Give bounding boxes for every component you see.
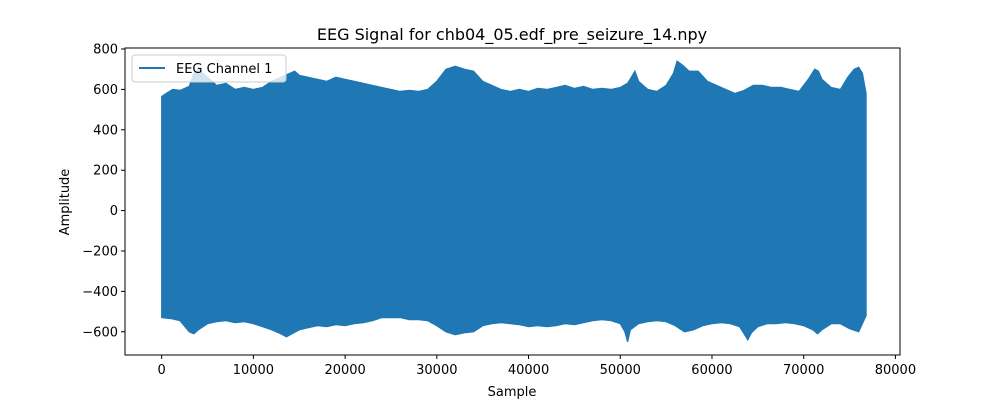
plot-frame	[124, 47, 901, 356]
y-tick-label: 0	[110, 204, 118, 219]
x-tick-label: 10000	[233, 363, 274, 378]
y-tick-label: −200	[82, 244, 118, 259]
x-tick-label: 60000	[691, 363, 732, 378]
x-tick-label: 70000	[783, 363, 824, 378]
x-tick-label: 50000	[600, 363, 641, 378]
x-tick-label: 0	[158, 363, 166, 378]
x-tick-label: 30000	[416, 363, 457, 378]
legend-label: EEG Channel 1	[176, 62, 272, 77]
y-tick-label: 200	[93, 164, 118, 179]
y-tick-label: 600	[93, 83, 118, 98]
y-tick-label: −400	[82, 285, 118, 300]
x-tick-label: 20000	[324, 363, 365, 378]
x-axis-ticks: 0 10000 20000 30000 40000 50000 60000 70000 8000…	[158, 355, 916, 378]
series-signal-band	[161, 60, 867, 343]
chart-title: EEG Signal for chb04_05.edf_pre_seizure_…	[317, 25, 707, 45]
y-axis-ticks: 800 600 400 200 0 −200 −400 −600	[82, 43, 125, 340]
y-tick-label: 800	[93, 43, 118, 58]
y-tick-label: 400	[93, 123, 118, 138]
y-axis-label: Amplitude	[58, 169, 73, 236]
legend: EEG Channel 1	[131, 54, 287, 83]
x-tick-label: 40000	[508, 363, 549, 378]
x-axis-label: Sample	[488, 385, 537, 400]
x-tick-label: 80000	[875, 363, 916, 378]
signal-layer	[161, 60, 867, 343]
legend-box	[131, 54, 287, 83]
y-tick-label: −600	[82, 325, 118, 340]
